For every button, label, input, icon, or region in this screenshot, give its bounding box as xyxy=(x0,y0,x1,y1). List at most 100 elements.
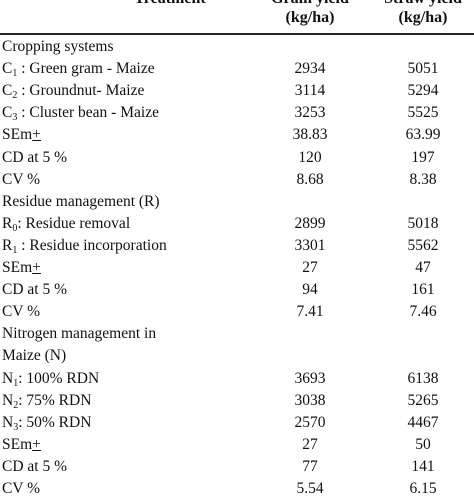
header-treatment: Treatment xyxy=(95,0,245,8)
header-grain-yield: Grain yield (kg/ha) xyxy=(255,0,365,27)
straw-yield-cell: 4467 xyxy=(407,413,439,431)
header-grain-line1: Grain yield xyxy=(255,0,365,8)
table-row: R1 : Residue incorporation 3301 5562 xyxy=(0,235,474,257)
label-text: : Residue incorporation xyxy=(17,236,167,254)
straw-yield-cell: 50 xyxy=(415,435,431,453)
row-label: Nitrogen management in xyxy=(2,325,157,343)
section-row: Maize (N) xyxy=(0,345,474,367)
row-label: CD at 5 % xyxy=(2,281,68,299)
grain-yield-cell: 2570 xyxy=(294,413,326,431)
grain-yield-cell: 3301 xyxy=(294,236,326,254)
table-row: CD at 5 % 77 141 xyxy=(0,456,474,478)
straw-yield-cell: 6.15 xyxy=(409,480,437,497)
label-text: : 75% RDN xyxy=(18,391,92,409)
label-subscript: 2 xyxy=(12,90,18,102)
grain-yield-cell: 3038 xyxy=(294,391,326,409)
grain-yield-cell: 8.68 xyxy=(296,170,324,188)
straw-yield-cell: 141 xyxy=(411,457,435,475)
header-straw-line1: Straw yield xyxy=(372,0,474,8)
label-subscript: 1 xyxy=(12,244,18,256)
row-label: CD at 5 % xyxy=(2,457,68,475)
grain-yield-cell: 27 xyxy=(302,435,318,453)
table-row: N2: 75% RDN 3038 5265 xyxy=(0,390,474,412)
label-text: : Residue removal xyxy=(17,214,131,232)
header-straw-line2: (kg/ha) xyxy=(398,9,448,26)
straw-yield-cell: 5051 xyxy=(407,60,439,78)
table-row: N1: 100% RDN 3693 6138 xyxy=(0,368,474,390)
grain-yield-cell: 3693 xyxy=(294,369,326,387)
straw-yield-cell: 5265 xyxy=(407,391,439,409)
label-text: SEm xyxy=(2,259,33,276)
row-label: CV % xyxy=(2,303,41,321)
section-row: Residue management (R) xyxy=(0,191,474,213)
label-prefix: N xyxy=(2,413,14,431)
grain-yield-cell: 2934 xyxy=(294,60,326,78)
label-prefix: C xyxy=(2,104,13,122)
label-text: : Groundnut- Maize xyxy=(17,82,145,100)
plus-minus-sign: + xyxy=(32,259,41,276)
table-row: R0: Residue removal 2899 5018 xyxy=(0,213,474,235)
table-row: CV % 7.41 7.46 xyxy=(0,301,474,323)
label-text: SEm xyxy=(2,126,33,144)
label-prefix: C xyxy=(2,60,13,78)
section-row: Nitrogen management in xyxy=(0,323,474,345)
label-prefix: N xyxy=(2,391,14,409)
row-label: CV % xyxy=(2,480,41,497)
grain-yield-cell: 5.54 xyxy=(296,480,324,497)
row-label: SEm+ xyxy=(2,124,41,146)
grain-yield-cell: 3253 xyxy=(294,104,326,122)
table-row: SEm+ 38.83 63.99 xyxy=(0,124,474,146)
label-subscript: 2 xyxy=(13,399,19,411)
plus-minus-sign: + xyxy=(32,435,41,453)
row-label: C2 : Groundnut- Maize xyxy=(2,80,144,102)
table-header: Treatment Grain yield (kg/ha) Straw yiel… xyxy=(0,0,474,27)
straw-yield-cell: 47 xyxy=(415,259,431,276)
row-label: Cropping systems xyxy=(2,38,114,55)
row-label: R1 : Residue incorporation xyxy=(2,235,167,257)
row-label: N2: 75% RDN xyxy=(2,390,91,412)
header-rule xyxy=(0,33,474,35)
straw-yield-cell: 63.99 xyxy=(405,126,441,144)
label-text: SEm xyxy=(2,435,33,453)
grain-yield-cell: 77 xyxy=(302,457,318,475)
straw-yield-cell: 161 xyxy=(411,281,435,299)
grain-yield-cell: 27 xyxy=(302,259,318,276)
label-prefix: C xyxy=(2,82,13,100)
grain-yield-cell: 120 xyxy=(298,148,322,166)
straw-yield-cell: 5018 xyxy=(407,214,439,232)
label-text: : Green gram - Maize xyxy=(17,60,155,78)
row-label: Residue management (R) xyxy=(2,192,160,210)
label-subscript: 3 xyxy=(12,112,18,124)
row-label: CV % xyxy=(2,170,41,188)
row-label: CD at 5 % xyxy=(2,148,68,166)
straw-yield-cell: 7.46 xyxy=(409,303,437,321)
table-row: C2 : Groundnut- Maize 3114 5294 xyxy=(0,80,474,102)
table-row: CD at 5 % 94 161 xyxy=(0,279,474,301)
label-subscript: 1 xyxy=(13,377,19,389)
label-prefix: N xyxy=(2,369,14,387)
row-label: Maize (N) xyxy=(2,347,67,365)
grain-yield-cell: 7.41 xyxy=(296,303,324,321)
label-subscript: 0 xyxy=(12,222,18,234)
label-text: : Cluster bean - Maize xyxy=(17,104,159,122)
label-prefix: R xyxy=(2,236,13,254)
straw-yield-cell: 5562 xyxy=(407,236,439,254)
label-prefix: R xyxy=(2,214,13,232)
straw-yield-cell: 5525 xyxy=(407,104,439,122)
table-row: CV % 8.68 8.38 xyxy=(0,169,474,191)
header-grain-line2: (kg/ha) xyxy=(285,9,335,26)
header-straw-yield: Straw yield (kg/ha) xyxy=(372,0,474,27)
row-label: N3: 50% RDN xyxy=(2,412,91,434)
row-label: C3 : Cluster bean - Maize xyxy=(2,102,159,124)
straw-yield-cell: 5294 xyxy=(407,82,439,100)
row-label: SEm+ xyxy=(2,257,41,279)
section-row: Cropping systems xyxy=(0,36,474,58)
grain-yield-cell: 94 xyxy=(302,281,318,299)
table-row: CD at 5 % 120 197 xyxy=(0,147,474,169)
row-label: R0: Residue removal xyxy=(2,213,130,235)
label-subscript: 3 xyxy=(13,421,19,433)
row-label: SEm+ xyxy=(2,434,41,456)
label-text: : 50% RDN xyxy=(18,413,92,431)
straw-yield-cell: 6138 xyxy=(407,369,439,387)
grain-yield-cell: 38.83 xyxy=(292,126,328,144)
